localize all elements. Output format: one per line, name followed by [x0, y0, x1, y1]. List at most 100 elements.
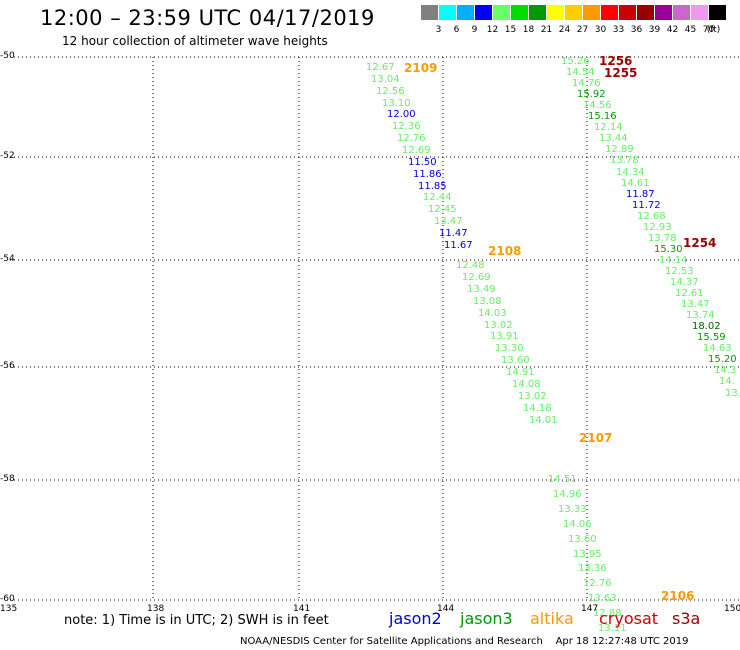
scale-label: 15	[504, 25, 517, 35]
wave-height-value: 14.91	[506, 367, 535, 378]
lon-tick-label: 150	[724, 604, 740, 614]
wave-height-value: 13.78	[610, 155, 639, 166]
legend-cryosat: cryosat	[599, 609, 659, 628]
wave-height-value: 13.47	[434, 216, 463, 227]
wave-height-value: 14.34	[616, 167, 645, 178]
wave-height-value: 15.26	[561, 56, 590, 67]
wave-height-value: 13.33	[558, 504, 587, 515]
wave-height-value: 12.69	[402, 145, 431, 156]
lon-tick-label: 135	[0, 604, 18, 614]
pass-time-label: 2106	[661, 589, 695, 603]
legend-jason3: jason3	[460, 609, 513, 628]
pass-time-label: 1254	[683, 236, 717, 250]
lat-tick-label: -60	[0, 594, 15, 604]
lat-tick-label: -56	[0, 361, 15, 371]
wave-height-value: 12.56	[376, 86, 405, 97]
scale-label: 42	[666, 25, 679, 35]
wave-height-value: 12.45	[428, 204, 457, 215]
wave-height-value: 12.93	[643, 222, 672, 233]
lon-tick-label: 147	[581, 604, 599, 614]
scale-label: 18	[522, 25, 535, 35]
scale-swatch	[565, 5, 582, 20]
lat-tick-label: -58	[0, 474, 15, 484]
scale-swatch	[691, 5, 708, 20]
wave-height-value: 11.47	[439, 228, 468, 239]
scale-swatch	[583, 5, 600, 20]
wave-height-value: 15.30	[654, 244, 683, 255]
legend-s3a: s3a	[672, 609, 701, 628]
wave-height-value: 14.76	[572, 78, 601, 89]
pass-time-label: 2107	[579, 431, 613, 445]
wave-height-value: 11.85	[418, 181, 447, 192]
scale-swatch	[673, 5, 690, 20]
wave-height-value: 14.06	[563, 519, 592, 530]
wave-height-value: 14.51	[548, 474, 577, 485]
wave-height-value: 14.	[719, 376, 735, 387]
wave-height-value: 14.61	[621, 178, 650, 189]
wave-height-value: 13.91	[490, 331, 519, 342]
wave-height-value: 12.88	[593, 608, 622, 619]
wave-height-value: 15.59	[697, 332, 726, 343]
scale-label: 27	[576, 25, 589, 35]
wave-height-value: 11.50	[408, 157, 437, 168]
legend-jason2: jason2	[389, 609, 442, 628]
wave-height-value: 11.87	[626, 189, 655, 200]
wave-height-value: 12.68	[637, 211, 666, 222]
wave-height-value: 14.18	[523, 403, 552, 414]
wave-height-value: 13.49	[467, 284, 496, 295]
page-title: 12:00 – 23:59 UTC 04/17/2019	[40, 6, 375, 30]
wave-height-value: 11.67	[444, 240, 473, 251]
scale-label: 24	[558, 25, 571, 35]
legend-altika: altika	[530, 609, 574, 628]
pass-time-label: 2109	[404, 61, 438, 75]
wave-height-value: 11.86	[413, 169, 442, 180]
wave-height-value: 12.36	[392, 121, 421, 132]
wave-height-value: 15.16	[588, 111, 617, 122]
scale-swatch	[601, 5, 618, 20]
wave-height-value: 13.78	[648, 233, 677, 244]
wave-height-value: 13.11	[598, 623, 627, 634]
wave-height-value: 12.61	[675, 288, 704, 299]
wave-height-value: 14.01	[529, 415, 558, 426]
note-text: note: 1) Time is in UTC; 2) SWH is in fe…	[64, 613, 329, 628]
wave-height-value: 12.00	[387, 109, 416, 120]
wave-height-value: 13.44	[599, 133, 628, 144]
wave-height-value: 13.30	[495, 343, 524, 354]
wave-height-value: 13.	[725, 388, 740, 399]
scale-label: 30	[594, 25, 607, 35]
scale-swatch	[493, 5, 510, 20]
lon-tick-label: 144	[437, 604, 455, 614]
scale-label: 70	[702, 25, 715, 35]
pass-time-label: 1255	[604, 66, 638, 80]
lon-tick-label: 138	[147, 604, 165, 614]
wave-height-value: 14.08	[512, 379, 541, 390]
page-subtitle: 12 hour collection of altimeter wave hei…	[62, 34, 328, 48]
wave-height-value: 14.96	[553, 489, 582, 500]
scale-swatch	[637, 5, 654, 20]
scale-swatch	[511, 5, 528, 20]
wave-height-value: 13.02	[518, 391, 547, 402]
wave-height-value: 13.08	[473, 296, 502, 307]
lat-tick-label: -52	[0, 151, 15, 161]
wave-height-value: 12.76	[583, 578, 612, 589]
scale-label: 3	[435, 25, 442, 35]
wave-height-value: 13.10	[382, 98, 411, 109]
wave-height-value: 12.76	[397, 133, 426, 144]
scale-label: 36	[630, 25, 643, 35]
lon-tick-label: 141	[293, 604, 311, 614]
scale-label: (ft)	[706, 25, 721, 35]
scale-label: 12	[486, 25, 499, 35]
scale-swatch	[475, 5, 492, 20]
wave-height-value: 13.74	[686, 310, 715, 321]
wave-height-value: 14.14	[659, 255, 688, 266]
wave-height-value: 13.63	[588, 593, 617, 604]
pass-time-label: 2108	[488, 244, 522, 258]
scale-swatch	[439, 5, 456, 20]
scale-label: 9	[471, 25, 478, 35]
wave-height-value: 15.20	[708, 354, 737, 365]
wave-height-value: 18.02	[692, 321, 721, 332]
scale-label: 45	[684, 25, 697, 35]
scale-swatch	[529, 5, 546, 20]
wave-height-value: 12.89	[605, 144, 634, 155]
